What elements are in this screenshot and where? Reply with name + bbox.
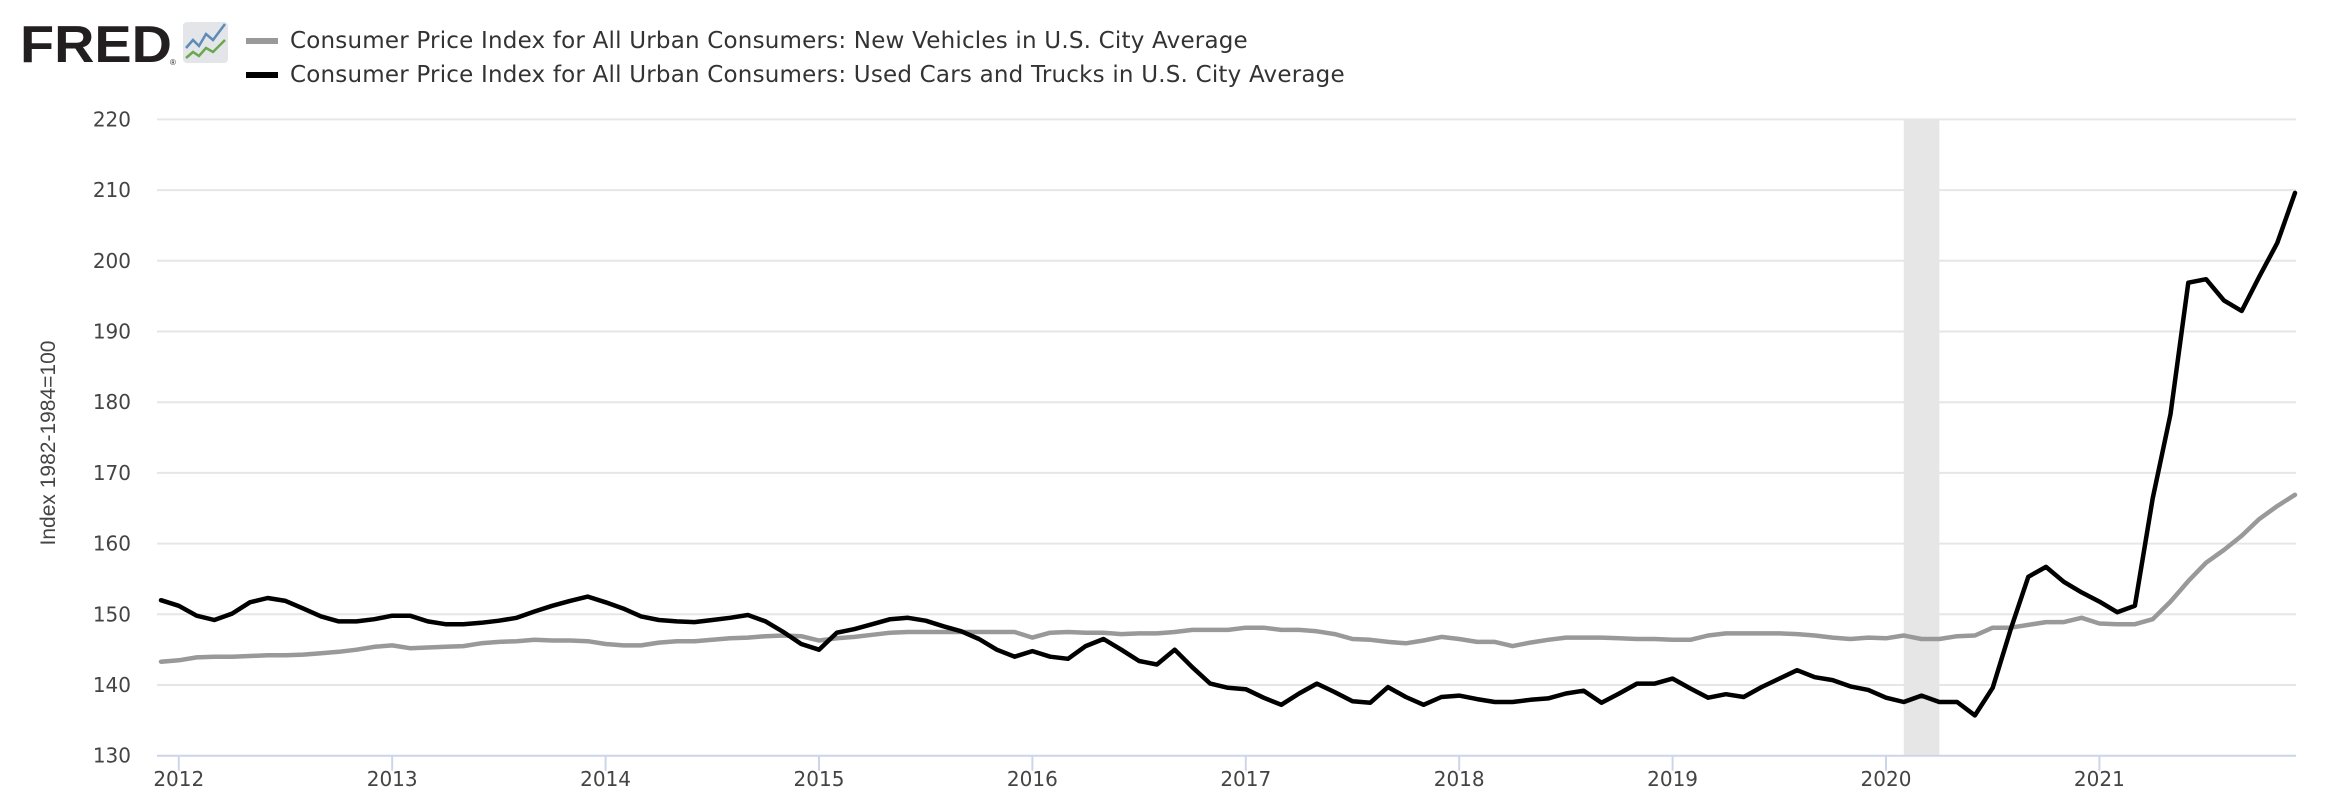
recession-shading-layer [1903,119,1940,756]
gridlines [157,118,2296,686]
x-tick-label: 2012 [153,767,204,791]
legend-swatch-black [246,72,278,78]
y-axis: 130 140 150 160 170 180 190 200 210 220 [93,107,131,767]
y-tick-label: 210 [93,178,131,202]
x-tick-label: 2016 [1007,767,1058,791]
fred-logo[interactable]: FRED ® [20,16,235,74]
x-tick-label: 2017 [1220,767,1271,791]
y-tick-label: 180 [93,390,131,414]
x-tick-label: 2014 [580,767,631,791]
y-tick-label: 200 [93,249,131,273]
y-tick-label: 140 [93,673,131,697]
y-tick-label: 160 [93,532,131,556]
line-chart-icon [183,22,228,63]
y-tick-label: 170 [93,461,131,485]
y-tick-label: 220 [93,107,131,131]
x-tick-label: 2018 [1434,767,1485,791]
logo-text: FRED [20,18,172,68]
x-tick-label: 2021 [2074,767,2125,791]
legend-item-used-cars[interactable]: Consumer Price Index for All Urban Consu… [246,62,1345,88]
series-line-used-cars [158,190,2298,718]
x-tick-label: 2013 [367,767,418,791]
series-layer [158,190,2298,718]
recession-band [1903,119,1940,756]
series-line-new-vehicles [158,492,2298,664]
x-axis: 2012 2013 2014 2015 2016 2017 2018 2019 2020 2021 [153,754,2296,791]
x-tick-label: 2015 [794,767,845,791]
legend-label: Consumer Price Index for All Urban Consu… [290,28,1248,54]
x-tick-label: 2020 [1861,767,1912,791]
legend-label: Consumer Price Index for All Urban Consu… [290,62,1345,88]
x-tick-label: 2019 [1647,767,1698,791]
legend-item-new-vehicles[interactable]: Consumer Price Index for All Urban Consu… [246,28,1248,54]
legend-swatch-gray [246,38,278,44]
y-tick-label: 150 [93,602,131,626]
y-tick-label: 190 [93,320,131,344]
registered-mark: ® [170,58,176,67]
y-axis-title: Index 1982-1984=100 [37,341,60,546]
y-tick-label: 130 [93,744,131,768]
